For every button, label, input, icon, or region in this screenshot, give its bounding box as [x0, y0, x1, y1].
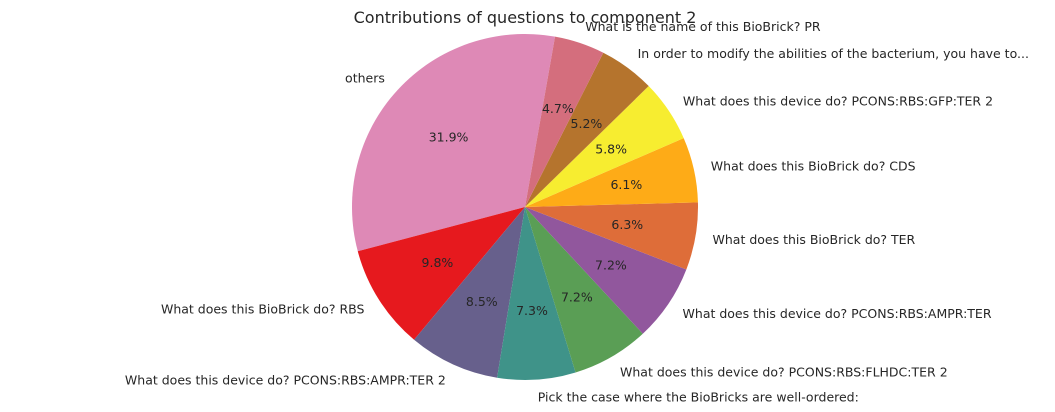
- pie-category-label: others: [345, 71, 385, 86]
- pie-slice-pick-the-case-where-the-biobricks-are-well-ordered: [497, 207, 576, 381]
- chart-title: Contributions of questions to component …: [354, 8, 697, 27]
- pie-percent-label: 6.3%: [611, 217, 643, 232]
- pie-percent-labels: 31.9% 9.8% 8.5% 7.3% 7.2% 7.2% 6.3% 6.1% 5.8% 5.2…: [422, 101, 644, 318]
- pie-category-labels: others What does this BioBrick do? RBS Wha…: [125, 19, 1029, 404]
- pie-slice-what-does-this-biobrick-do-ter: [525, 202, 699, 270]
- pie-slice-what-does-this-biobrick-do-rbs: [357, 207, 525, 340]
- pie-category-label: What is the name of this BioBrick? PR: [585, 19, 821, 34]
- pie-percent-label: 7.2%: [595, 258, 627, 273]
- pie-category-label: What does this BioBrick do? RBS: [161, 302, 365, 317]
- pie-percent-label: 6.1%: [610, 177, 642, 192]
- pie-category-label: What does this device do? PCONS:RBS:FLHD…: [620, 364, 948, 379]
- pie-percent-label: 8.5%: [466, 294, 498, 309]
- pie-slices: [351, 34, 699, 381]
- pie-category-label: What does this BioBrick do? TER: [713, 232, 916, 247]
- pie-percent-label: 7.3%: [516, 303, 548, 318]
- pie-slice-what-does-this-device-do-pcons-rbs-flhdc-ter-2: [525, 207, 643, 373]
- pie-slice-others: [351, 34, 556, 252]
- pie-slice-in-order-to-modify-the-abilities-of-the-bacterium-you-have-to: [525, 52, 649, 207]
- pie-percent-label: 5.8%: [595, 142, 627, 157]
- pie-category-label: What does this BioBrick do? CDS: [711, 158, 916, 173]
- pie-category-label: What does this device do? PCONS:RBS:AMPR…: [125, 373, 446, 388]
- pie-category-label: Pick the case where the BioBricks are we…: [538, 389, 859, 404]
- pie-percent-label: 7.2%: [561, 289, 593, 304]
- pie-slice-what-does-this-device-do-pcons-rbs-ampr-ter-2: [414, 207, 525, 378]
- pie-slice-what-does-this-device-do-pcons-rbs-gfp-ter-2: [525, 86, 684, 207]
- pie-category-label: In order to modify the abilities of the …: [638, 46, 1029, 61]
- pie-slice-what-is-the-name-of-this-biobrick-pr: [525, 36, 604, 207]
- pie-percent-label: 4.7%: [542, 101, 574, 116]
- pie-slice-what-does-this-device-do-pcons-rbs-ampr-ter: [525, 207, 687, 334]
- pie-percent-label: 5.2%: [571, 116, 603, 131]
- pie-category-label: What does this device do? PCONS:RBS:GFP:…: [683, 93, 993, 108]
- pie-slice-what-does-this-biobrick-do-cds: [525, 138, 698, 207]
- pie-percent-label: 9.8%: [422, 255, 454, 270]
- pie-percent-label: 31.9%: [429, 129, 469, 144]
- pie-category-label: What does this device do? PCONS:RBS:AMPR…: [683, 306, 992, 321]
